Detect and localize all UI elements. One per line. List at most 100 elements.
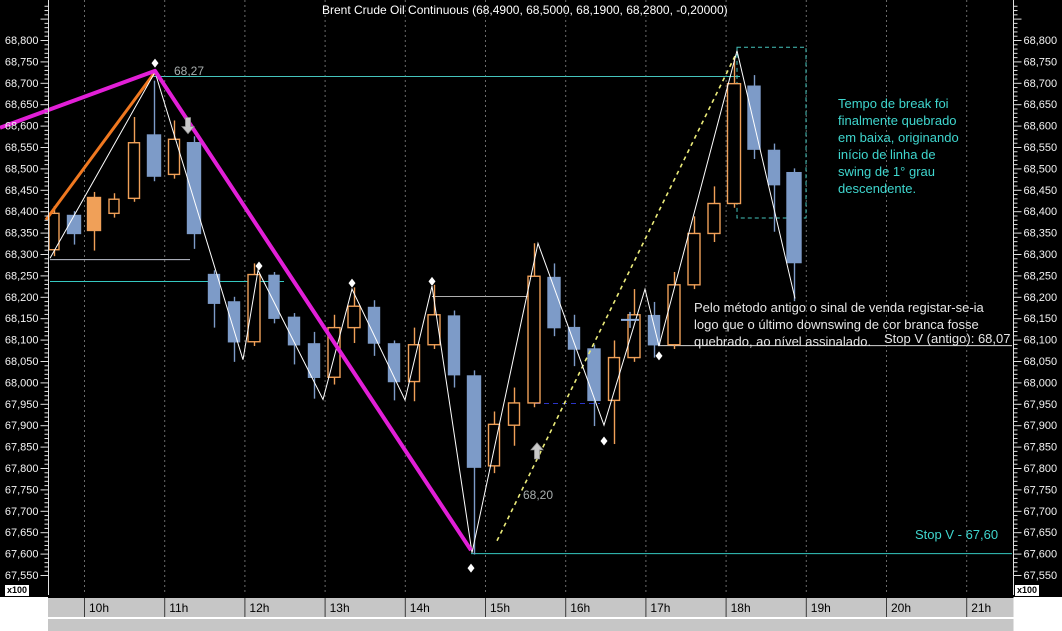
candle-body — [186, 142, 202, 235]
candle-body — [466, 375, 482, 468]
y-axis-label-right: 68,600 — [1024, 121, 1058, 133]
swing-diamond-icon — [151, 58, 159, 68]
y-axis-label-left: 67,750 — [5, 484, 39, 496]
candle-body — [747, 85, 761, 150]
y-axis-label-left: 68,100 — [5, 335, 39, 347]
candle-body — [707, 202, 721, 235]
label-stop-v-antigo: Stop V (antigo): 68,07 — [884, 331, 1011, 346]
orange-trendline — [44, 72, 156, 221]
x-axis-hour-label: 20h — [891, 601, 911, 615]
white-zigzag-line — [49, 50, 796, 553]
scale-multiplier-left: x100 — [4, 584, 31, 597]
arrow-up-icon — [530, 442, 544, 460]
y-axis-label-left: 67,650 — [5, 527, 39, 539]
y-axis-label-left: 68,600 — [5, 121, 39, 133]
candle-body — [287, 316, 301, 346]
candle-body — [527, 275, 541, 404]
y-axis-label-right: 67,850 — [1024, 442, 1058, 454]
y-axis-label-right: 68,700 — [1024, 78, 1058, 90]
x-axis-hour-label: 12h — [249, 601, 269, 615]
y-axis-label-left: 68,000 — [5, 377, 39, 389]
y-axis-label-right: 68,200 — [1024, 292, 1058, 304]
y-axis-label-right: 68,750 — [1024, 56, 1058, 68]
candle-body — [268, 274, 280, 319]
y-axis-label-right: 68,550 — [1024, 142, 1058, 154]
candle-body — [108, 198, 120, 215]
candle-body — [207, 273, 221, 304]
y-axis-label-left: 68,750 — [5, 56, 39, 68]
swing-diamond-icon — [600, 436, 608, 446]
x-axis-hour-label: 18h — [731, 601, 751, 615]
candle-body — [627, 314, 641, 359]
y-axis-label-right: 68,400 — [1024, 206, 1058, 218]
candle-body — [387, 343, 401, 383]
y-axis-label-right: 68,100 — [1024, 335, 1058, 347]
label-level-68-27: 68,27 — [174, 64, 205, 78]
x-axis-hour-label: 10h — [89, 601, 109, 615]
y-axis-label-left: 68,450 — [5, 185, 39, 197]
magenta-swing-line — [0, 68, 473, 552]
y-axis-label-left: 68,550 — [5, 142, 39, 154]
y-axis-label-left: 68,700 — [5, 78, 39, 90]
candle-body — [507, 402, 521, 426]
y-axis-label-right: 67,600 — [1024, 549, 1058, 561]
candle-body — [247, 273, 261, 343]
y-axis-label-left: 68,250 — [5, 270, 39, 282]
x-axis-hour-label: 14h — [410, 601, 430, 615]
y-axis-label-right: 68,250 — [1024, 270, 1058, 282]
label-stop-v-67-60: Stop V - 67,60 — [915, 527, 999, 542]
candle-body — [86, 196, 102, 232]
y-axis-label-right: 67,550 — [1024, 570, 1058, 582]
swing-diamond-icon — [467, 563, 475, 573]
swing-diamond-icon — [255, 261, 263, 271]
candle-body — [786, 171, 802, 264]
y-axis-label-left: 68,300 — [5, 249, 39, 261]
y-axis-label-right: 67,800 — [1024, 463, 1058, 475]
y-axis-label-right: 68,800 — [1024, 35, 1058, 47]
y-axis-label-left: 68,200 — [5, 292, 39, 304]
arrow-down-icon — [181, 117, 195, 135]
y-axis-label-left: 68,500 — [5, 163, 39, 175]
candle-body — [647, 314, 661, 346]
candle-body — [487, 423, 501, 467]
candle-body — [687, 232, 701, 286]
swing-diamond-icon — [348, 278, 356, 288]
y-axis-label-right: 68,300 — [1024, 249, 1058, 261]
candle-body — [587, 348, 601, 402]
swing-diamond-icon — [655, 351, 663, 361]
candle-body — [767, 149, 781, 186]
y-axis-label-left: 68,150 — [5, 313, 39, 325]
candle-body — [726, 82, 742, 205]
candle-body — [447, 315, 461, 376]
candle-body — [667, 284, 681, 346]
candle-body — [146, 134, 162, 177]
x-axis-hour-label: 17h — [650, 601, 670, 615]
y-axis-label-left: 67,850 — [5, 442, 39, 454]
y-axis-label-left: 67,550 — [5, 570, 39, 582]
x-axis-hour-label: 15h — [490, 601, 510, 615]
y-axis-label-right: 67,750 — [1024, 484, 1058, 496]
x-axis-hour-label: 13h — [330, 601, 350, 615]
y-axis-label-left: 67,600 — [5, 549, 39, 561]
y-axis-label-left: 68,650 — [5, 99, 39, 111]
candle-body — [127, 142, 141, 200]
y-axis-label-left: 67,700 — [5, 506, 39, 518]
signal-arrows — [181, 117, 544, 460]
candle-body — [347, 305, 361, 329]
y-axis-label-right: 67,950 — [1024, 399, 1058, 411]
candle-body — [567, 326, 581, 350]
candle-body — [307, 343, 321, 378]
y-axis-label-left: 68,400 — [5, 206, 39, 218]
label-level-68-20: 68,20 — [523, 488, 554, 502]
y-axis-label-right: 68,350 — [1024, 228, 1058, 240]
scale-multiplier-right: x100 — [1014, 584, 1041, 597]
y-axis-label-right: 67,700 — [1024, 506, 1058, 518]
y-axis-label-left: 67,900 — [5, 420, 39, 432]
y-axis-label-right: 67,900 — [1024, 420, 1058, 432]
x-axis-hour-label: 16h — [570, 601, 590, 615]
y-axes: 68,800 68,800 68,750 68,750 68,700 68,700 68,6… — [5, 0, 1057, 595]
annotation-break-note: Tempo de break foi finalmente quebrado e… — [838, 96, 959, 196]
x-axis-hour-label: 21h — [971, 601, 991, 615]
